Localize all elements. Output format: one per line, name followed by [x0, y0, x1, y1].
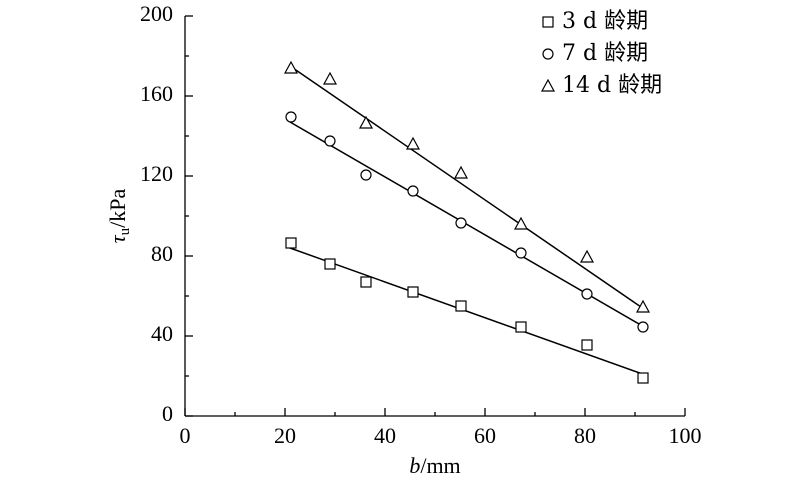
data-point	[324, 258, 336, 270]
y-label-unit: /kPa	[105, 189, 130, 228]
data-point	[405, 136, 421, 150]
y-tick-label: 160	[140, 81, 173, 106]
y-tick-label: 200	[140, 1, 173, 26]
y-tick-label: 120	[140, 161, 173, 186]
data-point	[513, 216, 529, 230]
legend-label: 14 d 龄期	[562, 73, 662, 98]
data-point	[515, 321, 527, 333]
data-point	[581, 288, 593, 300]
y-label-symbol: τ	[105, 234, 130, 243]
legend-marker	[542, 16, 554, 28]
data-point	[360, 276, 372, 288]
data-point	[581, 339, 593, 351]
fit-line	[289, 65, 643, 309]
data-point	[407, 286, 419, 298]
data-point	[453, 165, 469, 179]
y-tick-label: 40	[151, 321, 173, 346]
data-point	[358, 115, 374, 129]
data-point	[635, 299, 651, 313]
x-label-unit: /mm	[420, 453, 460, 478]
legend-marker	[542, 48, 554, 60]
x-tick-label: 40	[374, 423, 396, 448]
y-axis-label: τu/kPa	[105, 189, 133, 244]
data-point	[322, 71, 338, 85]
legend-marker	[540, 78, 556, 92]
y-label-subscript: u	[117, 227, 133, 235]
x-tick-label: 80	[574, 423, 596, 448]
data-point	[515, 247, 527, 259]
data-point	[360, 169, 372, 181]
x-tick-label: 0	[180, 423, 191, 448]
data-point	[285, 111, 297, 123]
data-point	[285, 237, 297, 249]
legend-label: 7 d 龄期	[562, 41, 648, 66]
data-point	[637, 372, 649, 384]
x-tick-label: 20	[274, 423, 296, 448]
data-point	[455, 217, 467, 229]
y-tick-label: 0	[162, 401, 173, 426]
x-tick-label: 60	[474, 423, 496, 448]
legend-label: 3 d 龄期	[562, 9, 648, 34]
data-point	[579, 249, 595, 263]
data-point	[407, 185, 419, 197]
x-axis-label: b/mm	[409, 453, 460, 478]
y-tick-label: 80	[151, 241, 173, 266]
data-point	[324, 135, 336, 147]
data-point	[637, 321, 649, 333]
x-label-symbol: b	[409, 453, 420, 478]
x-tick-label: 100	[669, 423, 702, 448]
data-point	[283, 60, 299, 74]
data-point	[455, 300, 467, 312]
